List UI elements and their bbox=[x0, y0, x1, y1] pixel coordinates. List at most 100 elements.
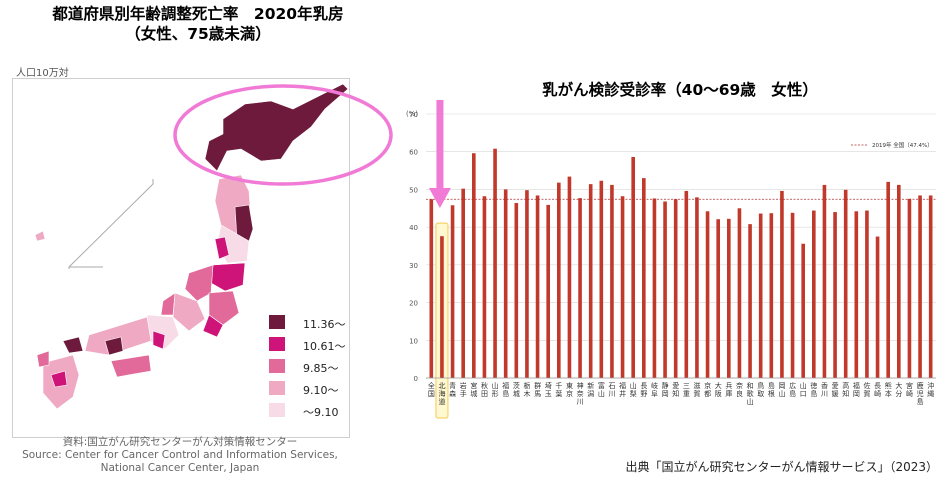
y-tick-label: 30 bbox=[409, 262, 418, 270]
x-tick-label: 鳥取 bbox=[757, 381, 764, 398]
legend-swatch-1 bbox=[269, 315, 285, 329]
bar bbox=[642, 178, 646, 378]
map-source-line3: National Cancer Center, Japan bbox=[100, 462, 260, 474]
bar bbox=[833, 212, 837, 378]
bar bbox=[843, 189, 848, 378]
x-tick-label: 東京 bbox=[566, 381, 573, 398]
bar bbox=[716, 219, 720, 378]
bar bbox=[546, 204, 550, 378]
bar bbox=[822, 184, 827, 378]
bar bbox=[865, 210, 869, 378]
region-osaka bbox=[152, 330, 166, 350]
x-tick-label: 大阪 bbox=[715, 381, 722, 398]
bar bbox=[663, 201, 667, 378]
map-title-line2: （女性、75歳未満） bbox=[125, 25, 271, 43]
bar bbox=[525, 190, 529, 378]
x-tick-label: 静岡 bbox=[662, 381, 669, 398]
bar bbox=[875, 236, 880, 378]
x-tick-label: 宮城 bbox=[470, 381, 477, 398]
bar bbox=[727, 218, 731, 378]
x-tick-label: 宮崎 bbox=[906, 381, 913, 398]
x-tick-label: 新潟 bbox=[587, 381, 594, 398]
screening-bar-chart: (%) 0 10 20 30 40 50 60 70 2019年 全国（47.4%） 全国北海道青森… bbox=[406, 100, 936, 419]
y-tick-label: 20 bbox=[409, 300, 418, 308]
bar bbox=[790, 212, 795, 378]
x-tick-label: 栃木 bbox=[523, 381, 530, 398]
x-tick-label: 全国 bbox=[428, 381, 435, 398]
footer-source: 出典「国立がん研究センターがん情報サービス」（2023） bbox=[625, 460, 938, 474]
x-tick-label: 長野 bbox=[640, 382, 647, 398]
bar bbox=[673, 199, 678, 378]
hokkaido-highlight-ellipse bbox=[173, 84, 393, 186]
y-tick-label: 70 bbox=[409, 111, 418, 119]
x-tick-label: 佐賀 bbox=[863, 381, 870, 398]
bar bbox=[918, 195, 922, 378]
japan-map bbox=[34, 83, 349, 417]
x-tick-label: 秋田 bbox=[481, 381, 488, 398]
x-tick-label: 千葉 bbox=[555, 381, 562, 398]
bar bbox=[907, 198, 912, 378]
x-tick-label: 熊本 bbox=[885, 381, 892, 398]
x-tick-label: 愛媛 bbox=[832, 381, 839, 398]
x-tick-label: 島根 bbox=[768, 381, 775, 398]
map-source-line2: Source: Center for Cancer Control and In… bbox=[22, 449, 338, 461]
x-tick-label: 岡山 bbox=[778, 382, 785, 398]
legend-label-1: 11.36～ bbox=[303, 318, 346, 331]
legend-swatch-5 bbox=[269, 403, 285, 417]
region-kanto-south bbox=[208, 290, 240, 326]
bar bbox=[801, 243, 805, 378]
legend-swatch-4 bbox=[269, 381, 285, 395]
x-tick-label: 大分 bbox=[895, 381, 902, 398]
region-chubu-north bbox=[184, 264, 214, 302]
map-title-line1: 都道府県別年齢調整死亡率 2020年乳房 bbox=[52, 5, 344, 23]
map-source-line1: 資料:国立がん研究センターがん対策情報センター bbox=[62, 436, 298, 448]
bar bbox=[599, 180, 604, 378]
arrow-head bbox=[428, 188, 451, 208]
x-tick-label: 滋賀 bbox=[693, 381, 700, 398]
x-tick-label: 福岡 bbox=[853, 381, 860, 398]
x-tick-label: 高知 bbox=[842, 381, 849, 398]
x-tick-label: 青森 bbox=[449, 381, 456, 398]
okinawa-inset-line bbox=[68, 179, 154, 269]
japan-map-panel: 11.36～ 10.61～ 9.85～ 9.10～ ～9.10 bbox=[12, 78, 350, 438]
region-chugoku bbox=[84, 316, 152, 356]
bar bbox=[631, 156, 635, 378]
x-tick-label: 岐阜 bbox=[651, 381, 658, 398]
x-tick-label: 鹿児島 bbox=[917, 381, 924, 406]
region-hokuriku bbox=[160, 292, 176, 316]
region-hokkaido bbox=[204, 83, 349, 172]
bar bbox=[588, 184, 593, 378]
bar bbox=[695, 197, 699, 378]
bar bbox=[812, 210, 816, 378]
x-tick-label: 神奈川 bbox=[577, 381, 584, 406]
x-tick-label: 奈良 bbox=[736, 381, 743, 398]
x-tick-label: 沖縄 bbox=[927, 381, 934, 398]
x-tick-label: 石川 bbox=[608, 382, 615, 398]
legend-label-3: 9.85～ bbox=[303, 362, 339, 375]
bar bbox=[557, 182, 561, 378]
legend-swatch-3 bbox=[269, 359, 285, 373]
x-tick-label: 埼玉 bbox=[545, 381, 552, 398]
x-tick-label: 富山 bbox=[598, 381, 605, 398]
y-tick-label: 10 bbox=[409, 337, 418, 345]
x-tick-label: 山梨 bbox=[630, 381, 637, 398]
x-tick-label: 兵庫 bbox=[725, 381, 732, 398]
reference-legend-label: 2019年 全国（47.4%） bbox=[872, 141, 933, 149]
bar bbox=[440, 236, 444, 378]
region-okayama bbox=[104, 336, 124, 356]
region-kumamoto bbox=[50, 370, 68, 388]
y-axis-unit-label: (%) bbox=[406, 110, 418, 118]
map-unit-label: 人口10万対 bbox=[16, 68, 69, 79]
bar bbox=[472, 153, 476, 378]
x-tick-label: 山口 bbox=[800, 381, 807, 398]
region-kanto-north bbox=[210, 262, 246, 292]
bar bbox=[610, 184, 614, 378]
region-chiba bbox=[202, 314, 224, 338]
bar bbox=[737, 208, 742, 378]
x-tick-label: 和歌山 bbox=[747, 381, 754, 406]
bar bbox=[705, 211, 710, 378]
x-tick-label: 愛知 bbox=[672, 381, 679, 398]
map-title: 都道府県別年齢調整死亡率 2020年乳房 （女性、75歳未満） bbox=[8, 4, 388, 44]
bar bbox=[758, 213, 763, 378]
region-yamaguchi bbox=[62, 336, 84, 354]
